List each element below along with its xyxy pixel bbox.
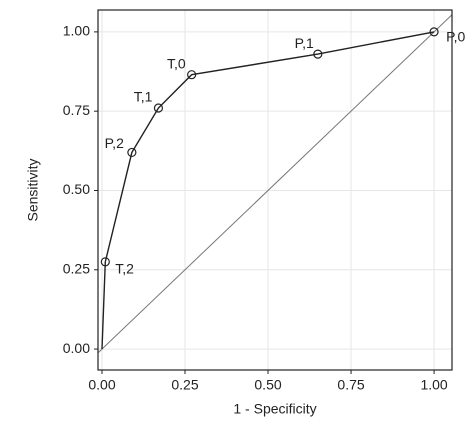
point (313, 49, 323, 59)
y-axis-label: Sensitivity (25, 158, 41, 221)
y-tick-label: 1.00 (63, 23, 90, 39)
point (187, 70, 197, 80)
point-label: T,2 (115, 261, 134, 277)
point-label: P,2 (105, 135, 124, 151)
plot-frame (97, 9, 453, 371)
y-tick-label: 0.00 (63, 340, 90, 356)
x-tick-label: 1.00 (420, 377, 447, 393)
point (100, 257, 110, 267)
y-tick-label: 0.25 (63, 260, 90, 276)
point-label: T,1 (134, 89, 153, 105)
y-tick-label: 0.75 (63, 102, 90, 118)
reference-diagonal (97, 14, 453, 354)
x-tick-label: 0.75 (337, 377, 364, 393)
x-tick-label: 0.25 (171, 377, 198, 393)
roc-line (101, 31, 435, 350)
point-label: T,0 (167, 55, 186, 71)
point (153, 103, 164, 113)
point-label: P,0 (446, 29, 465, 45)
point (429, 27, 439, 37)
point-label: P,1 (295, 35, 314, 51)
point (127, 147, 137, 158)
x-axis-label: 1 - Specificity (233, 401, 316, 417)
x-tick-label: 0.50 (254, 377, 281, 393)
x-tick-label: 0.00 (88, 377, 115, 393)
y-tick-label: 0.50 (63, 181, 90, 197)
